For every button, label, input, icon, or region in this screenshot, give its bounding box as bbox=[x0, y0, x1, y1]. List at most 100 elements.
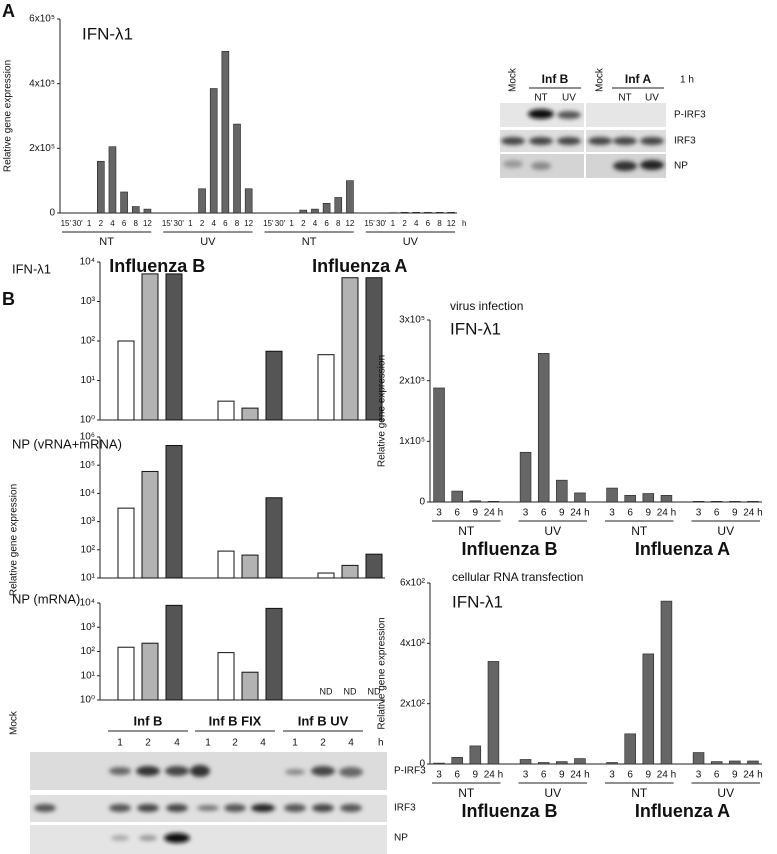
bar bbox=[265, 350, 283, 421]
lane-label: 4 bbox=[174, 738, 180, 749]
y-tick-label: 10⁴ bbox=[80, 257, 95, 268]
x-tick-label: 12 bbox=[447, 219, 456, 228]
bar bbox=[451, 490, 463, 503]
x-tick-label: 24 h bbox=[657, 508, 676, 519]
group-label: UV bbox=[403, 236, 419, 248]
group-label: Inf A bbox=[625, 72, 652, 86]
bar bbox=[117, 507, 135, 579]
bar bbox=[165, 444, 183, 579]
bar bbox=[412, 212, 420, 214]
bar bbox=[221, 51, 230, 214]
x-tick-label: 24 h bbox=[570, 508, 589, 519]
panel-letter: A bbox=[2, 1, 15, 21]
bar bbox=[556, 479, 568, 503]
y-tick-label: 10⁴ bbox=[80, 488, 95, 499]
lane-label: 2 bbox=[320, 738, 326, 749]
row-label: P-IRF3 bbox=[674, 110, 706, 121]
bar bbox=[469, 745, 482, 765]
y-tick-label: 10² bbox=[81, 336, 96, 347]
row-label: IRF3 bbox=[394, 803, 416, 814]
time-label: h bbox=[378, 738, 384, 749]
x-tick-label: 6 bbox=[324, 219, 329, 228]
bar bbox=[198, 188, 206, 214]
x-tick-label: 9 bbox=[732, 508, 738, 519]
x-tick-label: 6 bbox=[627, 770, 633, 781]
bar bbox=[365, 277, 383, 421]
bar bbox=[660, 495, 673, 503]
bar bbox=[433, 762, 445, 765]
bar bbox=[311, 208, 319, 214]
supergroup-label: Influenza B bbox=[109, 256, 205, 276]
x-tick-label: 30' bbox=[174, 219, 185, 228]
lane-label: 1 bbox=[117, 738, 123, 749]
group-label: Inf B bbox=[134, 713, 163, 728]
bar bbox=[710, 761, 723, 765]
x-tick-label: 3 bbox=[696, 770, 702, 781]
chart-title: IFN-λ1 bbox=[82, 24, 133, 43]
bar bbox=[433, 387, 445, 503]
lane-label: Mock bbox=[595, 67, 606, 92]
lane-label: NT bbox=[618, 93, 631, 104]
row-label: P-IRF3 bbox=[394, 766, 426, 777]
bar bbox=[747, 501, 759, 503]
bar bbox=[97, 160, 105, 214]
bar bbox=[131, 206, 140, 214]
x-tick-label: 2 bbox=[99, 219, 104, 228]
x-tick-label: 6 bbox=[223, 219, 228, 228]
bar bbox=[143, 208, 152, 214]
row-label: NP bbox=[674, 161, 688, 172]
bar bbox=[341, 564, 359, 579]
bar bbox=[346, 180, 354, 214]
x-tick-label: 6 bbox=[541, 508, 547, 519]
x-tick-label: 24 h bbox=[570, 770, 589, 781]
bar bbox=[165, 604, 183, 701]
group-label: NT bbox=[631, 786, 648, 800]
value-label: ND bbox=[368, 686, 381, 696]
group-label: Inf B bbox=[542, 72, 569, 86]
x-tick-label: 4 bbox=[211, 219, 216, 228]
bar bbox=[265, 497, 283, 579]
y-tick-label: 1x10⁵ bbox=[399, 436, 425, 447]
bar bbox=[141, 273, 159, 421]
bar bbox=[217, 400, 235, 421]
x-tick-label: 4 bbox=[110, 219, 115, 228]
blot-b bbox=[30, 752, 387, 854]
y-tick-label: 6x10⁵ bbox=[29, 14, 55, 25]
bar bbox=[435, 212, 444, 214]
bar bbox=[299, 209, 308, 214]
bar bbox=[487, 661, 500, 765]
y-tick-label: 10³ bbox=[81, 296, 96, 307]
x-tick-label: 4 bbox=[313, 219, 318, 228]
bar bbox=[424, 212, 432, 214]
y-tick-label: 10³ bbox=[81, 622, 96, 633]
y-tick-label: 4x10² bbox=[400, 638, 426, 649]
lane-label: NT bbox=[534, 93, 547, 104]
y-tick-label: 10² bbox=[81, 544, 96, 555]
bar bbox=[642, 493, 655, 503]
group-label: NT bbox=[302, 236, 317, 248]
x-tick-label: 9 bbox=[559, 508, 565, 519]
x-tick-label: 2 bbox=[200, 219, 205, 228]
chart-heading: cellular RNA transfection bbox=[452, 570, 583, 584]
bar bbox=[217, 652, 235, 701]
bar bbox=[710, 501, 723, 503]
y-axis-label: Relative gene expression bbox=[3, 60, 14, 172]
group-label: Inf B UV bbox=[298, 713, 349, 728]
y-tick-label: 4x10⁵ bbox=[29, 78, 55, 89]
supergroup-label: Influenza B bbox=[461, 801, 557, 821]
bar bbox=[469, 500, 482, 503]
bar bbox=[729, 501, 741, 503]
bar bbox=[692, 752, 705, 765]
value-label: ND bbox=[344, 686, 357, 696]
value-label: ND bbox=[320, 686, 333, 696]
x-tick-label: 1 bbox=[87, 219, 92, 228]
bar bbox=[556, 761, 568, 765]
bar bbox=[265, 607, 283, 701]
x-tick-label: 6 bbox=[454, 770, 460, 781]
x-tick-label: 9 bbox=[473, 770, 479, 781]
x-tick-label: 8 bbox=[235, 219, 240, 228]
lane-label: Mock bbox=[9, 710, 20, 735]
x-tick-label: 24 h bbox=[484, 770, 503, 781]
bar bbox=[117, 340, 135, 421]
